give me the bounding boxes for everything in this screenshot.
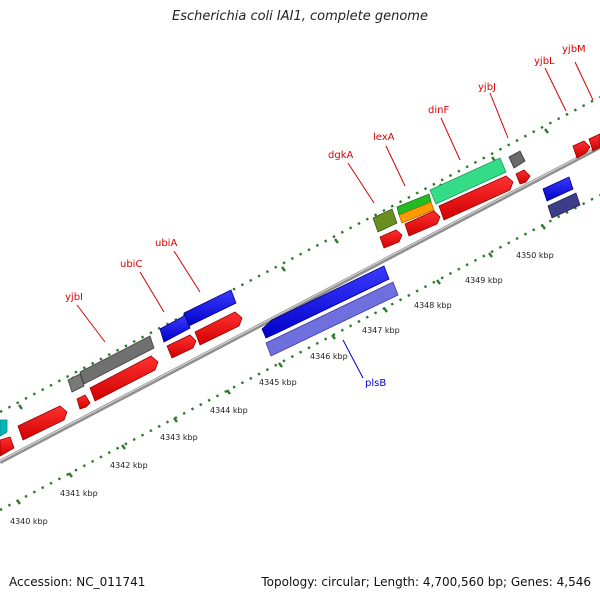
- gene-feature-gray-small[interactable]: [67, 373, 85, 393]
- gene-feature-dinF[interactable]: [429, 157, 507, 205]
- gene-feature-plsB-outer[interactable]: [261, 265, 390, 339]
- gene-label-plsB[interactable]: plsB: [365, 378, 386, 389]
- cds-feature[interactable]: [588, 133, 600, 152]
- map-title: Escherichia coli IAI1, complete genome: [172, 9, 428, 24]
- cds-feature[interactable]: [572, 140, 591, 159]
- gene-label-dgkA[interactable]: dgkA: [328, 150, 353, 161]
- genome-backbone: [0, 145, 600, 464]
- gene-label-yjbJ[interactable]: yjbJ: [478, 82, 496, 93]
- cds-feature[interactable]: [438, 175, 514, 221]
- cds-feature[interactable]: [194, 311, 243, 346]
- footer-stats: Topology: circular; Length: 4,700,560 bp…: [261, 575, 591, 589]
- cds-feature[interactable]: [89, 355, 159, 402]
- cds-features: [0, 133, 600, 457]
- kbp-label: 4349 kbp: [465, 276, 503, 285]
- gene-feature-lavender[interactable]: [265, 281, 399, 357]
- label-leaders: [76, 61, 594, 379]
- gene-feature-lexA-orange[interactable]: [398, 201, 435, 224]
- kbp-label: 4348 kbp: [414, 301, 452, 310]
- kbp-label: 4347 kbp: [362, 326, 400, 335]
- footer-accession: Accession: NC_011741: [9, 575, 146, 589]
- gene-label-yjbI[interactable]: yjbI: [65, 292, 83, 303]
- cds-feature[interactable]: [0, 436, 15, 457]
- outer-tick-track: [0, 95, 600, 414]
- gene-label-yjbL[interactable]: yjbL: [534, 56, 555, 67]
- gene-feature-yjbJ[interactable]: [508, 150, 526, 169]
- gene-feature-navy[interactable]: [547, 192, 581, 219]
- gene-label-yjbM[interactable]: yjbM: [562, 44, 586, 55]
- kbp-label: 4341 kbp: [60, 489, 98, 498]
- gene-feature-dark-blue[interactable]: [542, 176, 574, 202]
- gene-label-ubiA[interactable]: ubiA: [155, 238, 177, 249]
- outer-gene-features: [0, 150, 581, 437]
- gene-feature-yjbI[interactable]: [79, 335, 155, 385]
- gene-feature-ubiC[interactable]: [159, 314, 191, 343]
- backbone-highlight: [0, 145, 600, 462]
- cds-feature[interactable]: [166, 334, 197, 359]
- gene-label-lexA[interactable]: lexA: [373, 132, 395, 143]
- gene-feature-teal[interactable]: [0, 419, 8, 437]
- gene-feature-dgkA[interactable]: [372, 208, 398, 233]
- kbp-label: 4340 kbp: [10, 517, 48, 526]
- cds-feature[interactable]: [17, 405, 68, 441]
- kbp-label: 4344 kbp: [210, 406, 248, 415]
- cds-feature[interactable]: [379, 229, 403, 249]
- gene-label-ubiC[interactable]: ubiC: [120, 259, 142, 270]
- kbp-label: 4350 kbp: [516, 251, 554, 260]
- cds-feature[interactable]: [515, 169, 531, 185]
- kbp-label: 4342 kbp: [110, 461, 148, 470]
- cds-feature[interactable]: [404, 210, 441, 237]
- kbp-label: 4343 kbp: [160, 433, 198, 442]
- kbp-label: 4346 kbp: [310, 352, 348, 361]
- inner-major-ticks: [16, 224, 546, 505]
- cds-feature[interactable]: [76, 394, 91, 410]
- gene-label-dinF[interactable]: dinF: [428, 105, 449, 116]
- kbp-label: 4345 kbp: [259, 378, 297, 387]
- gene-labels: yjbI ubiC ubiA dgkA lexA dinF yjbJ yjbL …: [65, 44, 586, 389]
- gene-feature-ubiA[interactable]: [183, 289, 237, 327]
- kbp-scale: 4340 kbp 4341 kbp 4342 kbp 4343 kbp 4344…: [10, 251, 554, 526]
- inner-tick-track: [0, 193, 600, 512]
